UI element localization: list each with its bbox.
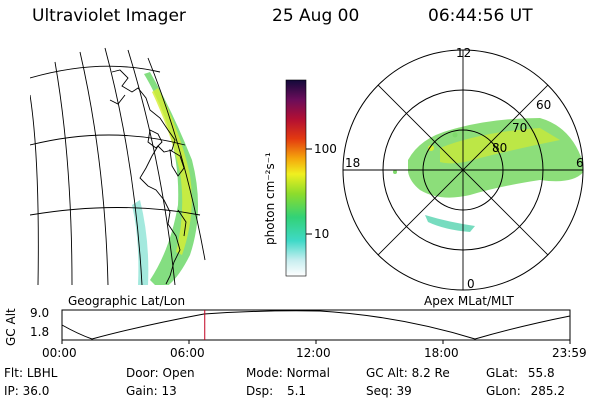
altitude-x-tick-1: 06:00 — [170, 346, 205, 360]
aurora-oval — [408, 118, 583, 198]
colorbar — [285, 79, 312, 277]
info-mode-value: Normal — [286, 366, 330, 380]
info-dsp: Dsp: 5.1 — [246, 384, 307, 398]
colorbar-unit-label: photon cm⁻²s⁻¹ — [263, 152, 277, 245]
info-seq-value: 39 — [396, 384, 412, 398]
coastlines — [109, 69, 187, 285]
altitude-plot — [61, 309, 571, 344]
mlat-label-80: 80 — [492, 141, 508, 155]
geographic-map — [30, 47, 206, 285]
info-glon: GLon: 285.2 — [486, 384, 565, 398]
altitude-x-tick-3: 18:00 — [424, 346, 459, 360]
info-flt-value: LBHL — [26, 366, 58, 380]
observation-date: 25 Aug 00 — [272, 6, 360, 26]
altitude-x-tick-2: 12:00 — [296, 346, 331, 360]
altitude-x-tick-4: 23:59 — [552, 346, 587, 360]
altitude-x-tick-0: 00:00 — [42, 346, 77, 360]
info-flt: Flt: LBHL — [4, 366, 58, 380]
info-mode: Mode: Normal — [246, 366, 330, 380]
instrument-title: Ultraviolet Imager — [32, 6, 186, 26]
mlt-label-bottom: 0 — [467, 277, 475, 291]
meridian-lines — [30, 47, 206, 285]
info-ip: IP: 36.0 — [4, 384, 50, 398]
colorbar-gradient — [285, 79, 307, 277]
mlt-label-left: 18 — [345, 156, 361, 170]
right-panel-caption: Apex MLat/MLT — [424, 294, 514, 308]
left-panel-caption: Geographic Lat/Lon — [68, 294, 186, 308]
polar-plot — [342, 49, 584, 291]
mlat-label-60: 60 — [536, 98, 552, 112]
mlat-label-70: 70 — [512, 121, 528, 135]
mlt-label-top: 12 — [456, 46, 472, 60]
info-gain-value: 13 — [161, 384, 177, 398]
latitude-lines — [30, 65, 201, 216]
info-gcalt-value: 8.2 Re — [411, 366, 450, 380]
altitude-axis-label: GC Alt — [4, 308, 18, 346]
altitude-plot-frame — [61, 309, 571, 341]
observation-time: 06:44:56 UT — [428, 6, 533, 26]
altitude-y-tick-low: 1.8 — [30, 325, 50, 339]
info-door-value: Open — [162, 366, 195, 380]
info-seq: Seq: 39 — [366, 384, 412, 398]
info-glat-value: 55.8 — [527, 366, 555, 380]
info-gain: Gain: 13 — [126, 384, 177, 398]
info-gcalt: GC Alt: 8.2 Re — [366, 366, 450, 380]
colorbar-tick-high: 100 — [314, 142, 337, 156]
info-door: Door: Open — [126, 366, 195, 380]
mlt-label-right: 6 — [576, 156, 584, 170]
colorbar-tick-low: 10 — [314, 227, 330, 241]
altitude-y-tick-high: 9.0 — [30, 306, 50, 320]
altitude-curve — [61, 310, 571, 340]
mlt-spokes — [343, 50, 583, 290]
info-dsp-value: 5.1 — [286, 384, 307, 398]
info-glat: GLat: 55.8 — [486, 366, 555, 380]
info-ip-value: 36.0 — [22, 384, 50, 398]
info-glon-value: 285.2 — [530, 384, 565, 398]
